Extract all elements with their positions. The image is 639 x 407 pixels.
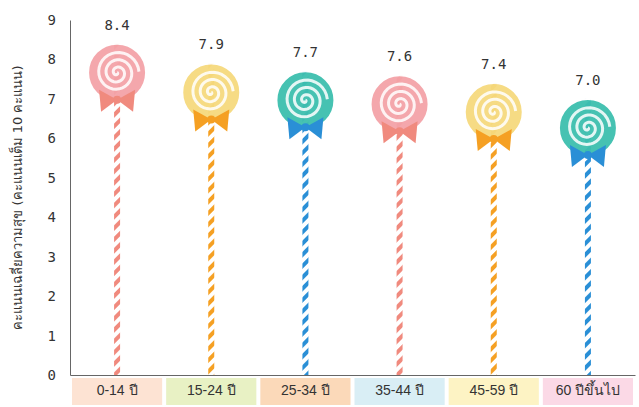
y-tick-label: 0 <box>48 367 56 383</box>
bow-knot <box>490 135 498 143</box>
bow-knot <box>207 115 215 123</box>
y-tick-label: 3 <box>48 249 56 265</box>
swirl <box>475 92 515 129</box>
category-boxes <box>72 378 633 405</box>
y-tick-label: 6 <box>48 130 56 146</box>
y-tick: 0 <box>48 367 70 383</box>
category-box <box>449 378 539 405</box>
x-tick-label: 60 ปีขึ้นไป <box>556 380 620 398</box>
bow-knot <box>113 96 121 104</box>
x-tick: 0-14 ปี <box>97 375 138 398</box>
category-box <box>355 378 445 405</box>
y-tick-label: 8 <box>48 51 56 67</box>
y-tick-label: 2 <box>48 288 56 304</box>
swirl <box>99 53 139 90</box>
y-tick: 7 <box>48 91 70 107</box>
y-tick: 8 <box>48 51 70 67</box>
lollipop <box>276 71 334 375</box>
lollipop <box>559 99 617 375</box>
y-tick-label: 7 <box>48 91 56 107</box>
swirl <box>570 108 610 145</box>
category-box <box>543 378 633 405</box>
bow-knot <box>301 123 309 131</box>
data-label: 7.4 <box>481 56 506 72</box>
data-label: 7.7 <box>293 44 318 60</box>
data-labels: 8.4 7.9 7.7 7.6 7.4 7.0 <box>104 17 600 88</box>
candy <box>276 71 334 129</box>
y-tick-label: 4 <box>48 209 56 225</box>
category-box <box>166 378 256 405</box>
x-tick-label: 0-14 ปี <box>97 382 138 398</box>
candy <box>465 83 523 141</box>
y-tick: 6 <box>48 130 70 146</box>
x-tick-label: 15-24 ปี <box>187 382 236 398</box>
x-tick-label: 25-34 ปี <box>281 382 330 398</box>
lollipops <box>88 44 617 375</box>
y-axis: 0 1 2 3 4 5 6 7 8 9 <box>48 12 71 383</box>
x-axis-line <box>71 375 636 376</box>
y-axis-title: คะแนนเฉลี่ยความสุข (คะแนนเต็ม 10 คะแนน) <box>8 65 26 329</box>
swirl <box>381 84 421 121</box>
y-tick: 9 <box>48 12 70 28</box>
y-tick: 4 <box>48 209 70 225</box>
x-tick: 15-24 ปี <box>187 375 236 398</box>
bow-knot <box>396 127 404 135</box>
y-tick: 5 <box>48 170 70 186</box>
y-axis-line <box>70 21 71 376</box>
data-label: 7.9 <box>199 36 224 52</box>
y-tick-label: 1 <box>48 328 56 344</box>
y-tick: 1 <box>48 328 70 344</box>
category-box <box>72 378 162 405</box>
data-label: 8.4 <box>104 17 129 33</box>
y-tick-label: 5 <box>48 170 56 186</box>
candy <box>88 44 146 102</box>
x-tick: 60 ปีขึ้นไป <box>556 375 620 398</box>
chart: 0 1 2 3 4 5 6 7 8 9 0-14 ปี 15-24 ปี 25-34 ปี 35-44 ป… <box>0 0 639 407</box>
lollipop <box>465 83 523 375</box>
swirl <box>193 72 233 109</box>
swirl <box>287 80 327 117</box>
candy <box>371 75 429 133</box>
x-tick: 45-59 ปี <box>469 375 518 398</box>
y-tick-label: 9 <box>48 12 56 28</box>
bow-knot <box>584 151 592 159</box>
candy <box>559 99 617 157</box>
x-tick-label: 45-59 ปี <box>469 382 518 398</box>
x-tick-label: 35-44 ปี <box>375 382 424 398</box>
data-label: 7.0 <box>575 72 600 88</box>
x-tick: 25-34 ปี <box>281 375 330 398</box>
y-tick: 2 <box>48 288 70 304</box>
x-axis: 0-14 ปี 15-24 ปี 25-34 ปี 35-44 ปี 45-59 ปี 6… <box>71 375 636 398</box>
x-tick: 35-44 ปี <box>375 375 424 398</box>
y-tick: 3 <box>48 249 70 265</box>
category-box <box>260 378 350 405</box>
lollipop <box>182 63 240 375</box>
data-label: 7.6 <box>387 48 412 64</box>
lollipop <box>371 75 429 375</box>
candy <box>182 63 240 121</box>
lollipop <box>88 44 146 375</box>
